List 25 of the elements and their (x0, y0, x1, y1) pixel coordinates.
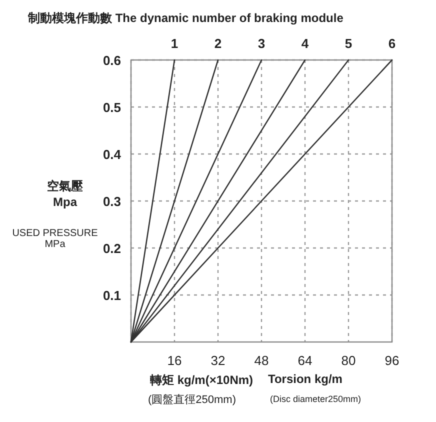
x-tick-label: 16 (167, 353, 182, 368)
x-tick-label: 48 (254, 353, 269, 368)
y-tick-label: 0.2 (102, 241, 122, 256)
x-tick-label: 80 (341, 353, 356, 368)
text: USED PRESSURE MPa (11, 228, 99, 250)
text: Torsion kg/m (268, 372, 342, 386)
y-tick-label: 0.6 (102, 53, 122, 68)
text: (圓盤直徑250mm) (148, 393, 236, 407)
x2-axis-title: 制動模塊作動數 The dynamic number of braking module (28, 10, 344, 27)
y-tick-label: 0.1 (102, 288, 122, 303)
y-tick-label: 0.4 (102, 147, 122, 162)
x2-tick-label: 5 (344, 36, 352, 51)
x2-tick-label: 1 (170, 36, 178, 51)
x-tick-label: 64 (298, 353, 312, 368)
text: (Disc diameter250mm) (270, 394, 362, 404)
x2-tick-label: 2 (214, 36, 222, 51)
x-tick-label: 32 (210, 353, 226, 368)
x-axis-title: 轉矩 kg/m(×10Nm) (150, 372, 254, 389)
x-tick-label: 96 (384, 353, 400, 368)
y-axis-title: 空氣壓 Mpa (46, 178, 84, 209)
y-tick-label: 0.3 (102, 194, 122, 209)
x2-tick-label: 6 (388, 36, 396, 51)
x2-tick-label: 4 (301, 36, 310, 51)
x2-tick-label: 3 (258, 36, 266, 51)
y-tick-label: 0.5 (102, 100, 122, 115)
